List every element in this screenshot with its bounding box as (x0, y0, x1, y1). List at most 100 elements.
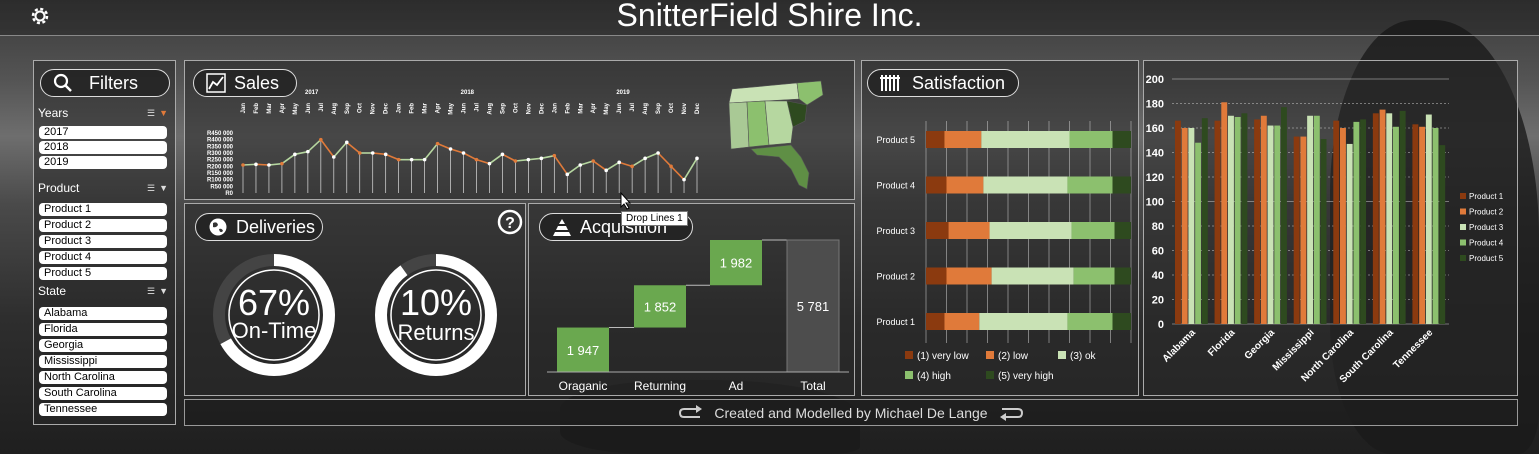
slicer-item-product-4[interactable]: Product 4 (39, 251, 167, 264)
stacked-bar-segment (1114, 267, 1131, 285)
cluster-bar (1241, 113, 1248, 324)
month-tick-label: Dec (695, 102, 701, 114)
pyramid-icon (553, 219, 571, 236)
slicer-item-2019[interactable]: 2019 (39, 156, 167, 169)
states-map[interactable] (717, 77, 827, 192)
legend-swatch (905, 371, 913, 379)
month-tick-label: May (449, 102, 455, 114)
y-tick-label: R200 000 (207, 164, 234, 170)
map-florida[interactable] (750, 144, 810, 190)
y-tick-label: R300 000 (207, 151, 234, 157)
slicer-item-2017[interactable]: 2017 (39, 126, 167, 139)
stacked-bar-segment (1112, 313, 1131, 330)
month-tick-label: Jan (397, 103, 403, 114)
y-tick-label: 80 (1152, 221, 1164, 233)
satisfaction-stacked-bar-chart[interactable]: Product 5 Product 4 Product 3 Product 2 Prod… (862, 61, 1138, 395)
acquisition-waterfall-chart[interactable]: 1 947 Oraganic 1 852 Returning 1 982 Ad 5 781 T… (529, 204, 854, 395)
month-tick-label: Jan (241, 103, 247, 114)
month-tick-label: Apr (436, 102, 442, 113)
sales-panel: Sales R450 000 R400 000 R350 000 R300 000 R2… (184, 60, 855, 200)
slicer-item-florida[interactable]: Florida (39, 323, 167, 336)
multi-select-icon[interactable]: ☰▼ (147, 107, 172, 118)
legend-swatch (1460, 208, 1466, 215)
month-tick-label: Nov (682, 102, 688, 114)
slicer-item-2018[interactable]: 2018 (39, 141, 167, 154)
state-slicer-header: State ☰▼ (38, 282, 172, 300)
sales-line-segment (683, 157, 698, 181)
sales-line-segment (320, 139, 335, 158)
utensils-icon (880, 75, 900, 91)
sales-point (332, 155, 336, 159)
search-icon (53, 73, 72, 92)
cluster-bar (1360, 119, 1367, 324)
slicer-item-north-carolina[interactable]: North Carolina (39, 371, 167, 384)
sales-line-segment (502, 153, 516, 162)
y-tick-label: 180 (1146, 99, 1164, 111)
loop-arrow-icon (679, 404, 703, 418)
cluster-bar (1432, 128, 1439, 324)
on-time-donut[interactable] (209, 250, 339, 380)
donut-inner-ring (228, 269, 320, 361)
on-time-value: 67% (237, 282, 311, 323)
donut-fill (375, 254, 497, 376)
clear-filter-icon[interactable]: ▼ (159, 107, 172, 118)
cluster-bar (1260, 115, 1267, 324)
x-category-label: Florida (1206, 327, 1238, 359)
cluster-bar (1412, 124, 1419, 324)
sales-point (617, 160, 621, 165)
slicer-item-product-1[interactable]: Product 1 (39, 203, 167, 216)
returns-donut[interactable] (371, 250, 501, 380)
sales-line-segment (515, 158, 529, 162)
slicer-item-georgia[interactable]: Georgia (39, 339, 167, 352)
deliveries-title: Deliveries (236, 216, 316, 237)
cluster-bar (1201, 118, 1208, 324)
slicer-item-tennessee[interactable]: Tennessee (39, 403, 167, 416)
clear-filter-icon[interactable]: ▼ (159, 285, 172, 296)
cluster-bar (1379, 109, 1386, 324)
help-icon[interactable]: ? (497, 209, 523, 235)
title-bar: SnitterField Shire Inc. (0, 0, 1539, 36)
slicer-item-product-2[interactable]: Product 2 (39, 219, 167, 232)
month-tick-label: Aug (332, 103, 338, 115)
stacked-bar-segment (944, 131, 982, 148)
clear-filter-icon[interactable]: ▼ (159, 182, 172, 193)
slicer-item-product-3[interactable]: Product 3 (39, 235, 167, 248)
stacked-bar-segment (926, 131, 945, 148)
slicer-item-south-carolina[interactable]: South Carolina (39, 387, 167, 400)
x-category-label: Georgia (1243, 327, 1278, 362)
cluster-bar (1372, 113, 1379, 324)
y-tick-label: 140 (1146, 148, 1164, 160)
sales-line-segment (476, 158, 490, 165)
sales-point (539, 156, 544, 161)
cluster-bar (1181, 128, 1188, 324)
month-tick-label: Dec (384, 102, 390, 114)
stacked-bar-segment (991, 267, 1074, 285)
acquisition-panel: 1 947 Oraganic 1 852 Returning 1 982 Ad 5 781 T… (528, 203, 855, 396)
legend-label: (1) very low (917, 351, 969, 362)
map-north-carolina[interactable] (796, 80, 824, 106)
month-tick-label: Dec (539, 102, 545, 114)
map-mississippi[interactable] (728, 101, 750, 150)
cluster-bar (1274, 125, 1281, 324)
deliveries-panel: Deliveries ? 67% On-Time 10% Returns (184, 203, 526, 396)
cluster-bar (1439, 145, 1446, 324)
state-product-bar-chart[interactable]: 0 20 40 60 80 100 120 140 160 180 200 Alabama Florid… (1144, 61, 1517, 395)
y-category-label: Product 2 (876, 272, 915, 282)
cluster-bar (1281, 107, 1287, 324)
multi-select-icon[interactable]: ☰▼ (147, 182, 172, 193)
sales-line-segment (592, 160, 607, 171)
map-georgia[interactable] (764, 100, 794, 146)
bar-data-label: 1 852 (644, 299, 677, 314)
sales-line-segment (372, 152, 386, 156)
month-tick-label: May (604, 102, 610, 114)
satisfaction-title: Satisfaction (912, 72, 1006, 93)
multi-select-icon[interactable]: ☰▼ (147, 285, 172, 296)
gear-icon[interactable] (28, 4, 52, 28)
y-tick-label: R400 000 (207, 138, 234, 144)
slicer-item-product-5[interactable]: Product 5 (39, 267, 167, 280)
slicer-item-alabama[interactable]: Alabama (39, 307, 167, 320)
stacked-bar-segment (979, 313, 1068, 330)
map-tennessee[interactable] (728, 82, 800, 104)
slicer-item-mississippi[interactable]: Mississippi (39, 355, 167, 368)
